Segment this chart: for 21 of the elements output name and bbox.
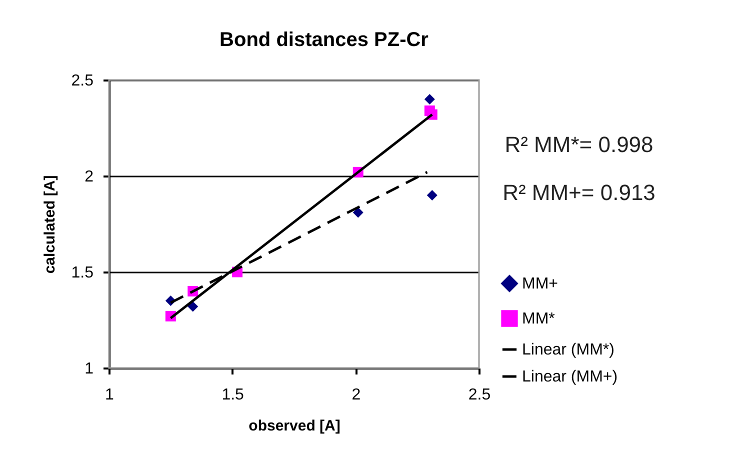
point [426, 190, 438, 200]
y-axis-title: calculated [A] [41, 175, 58, 274]
x-tick-label: 2.5 [468, 386, 491, 404]
point [352, 207, 364, 218]
x-axis-title: observed [A] [248, 418, 340, 434]
chart-title: Bond distances PZ-Cr [220, 29, 429, 51]
y-tick-label: 1 [84, 360, 94, 378]
legend-label: MM+ [522, 276, 558, 292]
legend-label: Linear (MM+) [522, 368, 618, 386]
point [188, 301, 198, 312]
x-tick-label: 2 [352, 386, 361, 404]
legend-label: MM* [522, 310, 555, 328]
x-tick-label: 1 [105, 386, 114, 404]
text: R² MM+= 0.913 [502, 180, 656, 205]
text: R² MM*= 0.998 [504, 132, 654, 157]
y-tick-label: 2 [84, 168, 94, 186]
x-tick-label: 1.5 [222, 386, 244, 404]
legend-label: Linear (MM*) [522, 342, 614, 358]
y-tick-label: 1.5 [71, 264, 94, 282]
y-tick-label: 2.5 [71, 72, 94, 90]
point [424, 94, 435, 104]
